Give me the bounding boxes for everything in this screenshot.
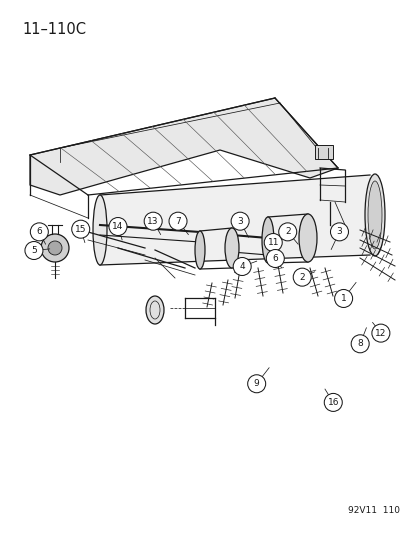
Text: 11–110C: 11–110C: [22, 22, 86, 37]
Circle shape: [71, 220, 90, 238]
Circle shape: [144, 212, 162, 230]
Text: 7: 7: [175, 217, 180, 225]
Circle shape: [323, 393, 342, 411]
Text: 2: 2: [299, 273, 304, 281]
Text: 1: 1: [340, 294, 346, 303]
Circle shape: [247, 375, 265, 393]
Text: 2: 2: [284, 228, 290, 236]
Circle shape: [230, 212, 249, 230]
Ellipse shape: [261, 217, 273, 263]
Circle shape: [330, 223, 348, 241]
Text: 3: 3: [237, 217, 242, 225]
Ellipse shape: [146, 296, 164, 324]
Circle shape: [292, 268, 311, 286]
Polygon shape: [30, 98, 337, 195]
Circle shape: [109, 217, 127, 236]
Circle shape: [278, 223, 296, 241]
Circle shape: [371, 324, 389, 342]
Text: 6: 6: [36, 228, 42, 236]
Ellipse shape: [93, 195, 107, 265]
Circle shape: [30, 223, 48, 241]
Text: 8: 8: [356, 340, 362, 348]
Text: 3: 3: [336, 228, 342, 236]
Text: 15: 15: [75, 225, 86, 233]
Text: 9: 9: [253, 379, 259, 388]
Ellipse shape: [195, 231, 204, 269]
Circle shape: [263, 233, 282, 252]
Ellipse shape: [298, 214, 316, 262]
Circle shape: [334, 289, 352, 308]
Text: 11: 11: [267, 238, 278, 247]
FancyBboxPatch shape: [314, 145, 332, 159]
Text: 13: 13: [147, 217, 159, 225]
Circle shape: [266, 249, 284, 268]
Circle shape: [48, 241, 62, 255]
Text: 5: 5: [31, 246, 37, 255]
Circle shape: [41, 234, 69, 262]
Polygon shape: [100, 175, 369, 265]
Text: 14: 14: [112, 222, 123, 231]
Text: 16: 16: [327, 398, 338, 407]
Circle shape: [350, 335, 368, 353]
Ellipse shape: [367, 181, 381, 249]
Text: 4: 4: [239, 262, 244, 271]
Ellipse shape: [364, 174, 384, 256]
Text: 12: 12: [374, 329, 386, 337]
Circle shape: [25, 241, 43, 260]
Circle shape: [169, 212, 187, 230]
Ellipse shape: [224, 228, 238, 268]
Text: 92V11  110: 92V11 110: [347, 506, 399, 515]
Circle shape: [233, 257, 251, 276]
Text: 6: 6: [272, 254, 278, 263]
